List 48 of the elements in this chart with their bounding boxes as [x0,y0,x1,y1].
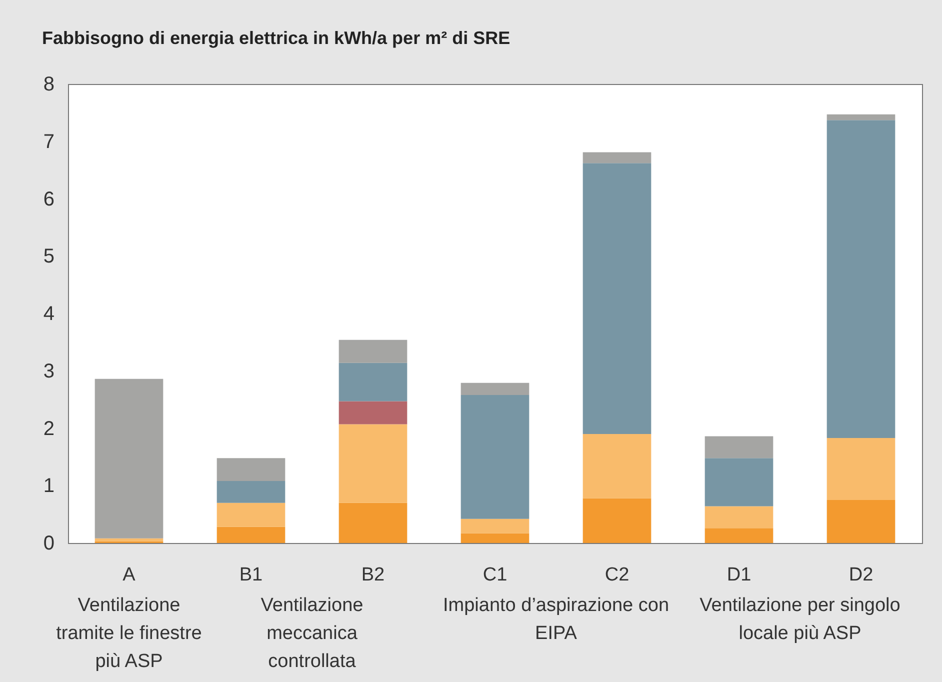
y-tick-label: 2 [43,418,54,440]
bar [826,120,896,438]
y-tick-label: 6 [43,188,54,210]
y-tick-label: 3 [43,360,54,382]
x-tick-label: B1 [239,564,263,586]
bar [338,502,408,543]
bar [826,438,896,500]
y-tick-label: 7 [43,130,54,153]
bar [460,518,530,534]
bar [338,424,408,503]
x-tick-label: A [122,564,136,586]
text: Ventilazione tramite le finestre più ASP [55,594,203,674]
y-tick-label: 0 [43,532,54,554]
bar [94,378,164,538]
x-tick-label: C1 [482,564,508,586]
y-tick-label: 1 [43,475,54,498]
bar [216,502,286,527]
bar [582,498,652,543]
bar [216,526,286,543]
text: Ventilazione per singolo locale più ASP [698,594,902,646]
bar [460,394,530,519]
bar [582,152,652,164]
bar [704,458,774,506]
bar [826,114,896,120]
y-tick-label: 5 [43,246,54,268]
bar [338,401,408,424]
text: Impianto d’aspirazione con EIPA [442,594,670,646]
chart-title: Fabbisogno di energia elettrica in kWh/a per m² di SRE [42,28,510,48]
bar [582,163,652,434]
bar [338,362,408,402]
bar [216,458,286,482]
bar [826,500,896,543]
x-tick-label: C2 [604,564,630,586]
y-tick-label: 4 [43,303,54,325]
bar [704,528,774,543]
y-tick-label: 8 [43,74,54,96]
bar [460,382,530,395]
x-tick-label: D1 [726,564,752,586]
bar [704,506,774,528]
bar [216,481,286,503]
x-tick-label: B2 [361,564,385,586]
bar [94,538,164,542]
bar [704,436,774,458]
bar [338,340,408,363]
bar [582,434,652,498]
text: Ventilazione meccanica controllata [260,594,364,674]
bar [460,533,530,543]
x-tick-label: D2 [848,564,874,586]
